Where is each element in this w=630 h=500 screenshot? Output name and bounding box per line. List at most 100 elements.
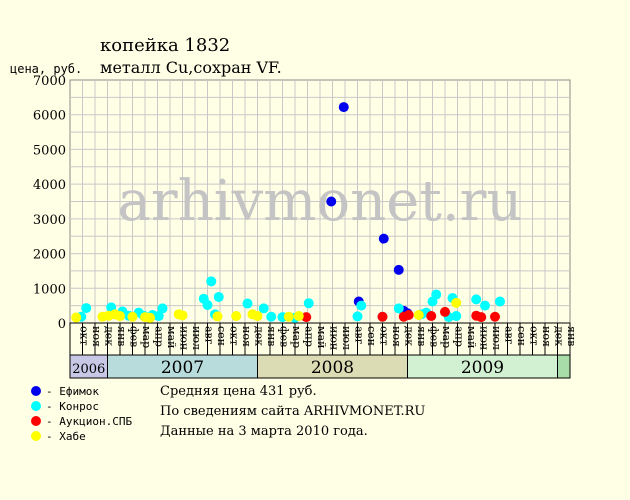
month-label: фев	[127, 326, 140, 347]
data-point	[352, 311, 363, 322]
data-point	[440, 306, 450, 317]
month-label: апр	[452, 326, 465, 347]
month-label: май	[165, 326, 178, 348]
month-label: окт	[527, 326, 540, 346]
data-point	[153, 311, 164, 322]
month-label: янв	[265, 326, 278, 346]
data-point	[413, 310, 424, 321]
source-text: По сведениям сайта ARHIVMONET.RU	[160, 404, 425, 419]
y-tick-label: 0	[58, 317, 66, 332]
month-label: июн	[477, 326, 490, 350]
month-label: янв	[565, 326, 578, 346]
year-label: 2008	[311, 358, 354, 378]
data-point	[258, 303, 269, 314]
month-label: авг	[352, 326, 365, 345]
data-point	[206, 276, 217, 287]
data-point	[301, 312, 312, 323]
month-label: ноя	[540, 326, 553, 347]
year-label: 2007	[161, 358, 204, 378]
data-point	[81, 303, 92, 314]
data-point	[71, 312, 82, 323]
y-tick-label: 4000	[33, 178, 66, 193]
legend-label: - Аукцион.СПБ	[46, 415, 132, 428]
month-label: сен	[215, 326, 228, 346]
data-point	[157, 303, 168, 314]
legend-marker	[31, 386, 41, 396]
data-point	[495, 296, 505, 307]
month-label: апр	[302, 326, 315, 347]
data-point	[378, 233, 389, 244]
data-point	[212, 311, 223, 322]
data-point	[127, 311, 138, 322]
month-label: июл	[490, 326, 503, 350]
data-point	[431, 289, 442, 300]
data-point	[326, 196, 337, 207]
chart-subtitle: металл Cu,сохран VF.	[100, 58, 282, 77]
data-point	[115, 311, 125, 322]
watermark: arhivmonet.ru	[118, 169, 523, 234]
data-point	[303, 298, 314, 309]
data-point	[356, 300, 367, 311]
data-point	[490, 311, 500, 322]
month-label: ноя	[240, 326, 253, 347]
data-point	[145, 312, 155, 323]
month-label: май	[465, 326, 478, 348]
y-axis-label: цена, руб.	[10, 62, 82, 76]
date-text: Данные на 3 марта 2010 года.	[160, 424, 368, 439]
y-tick-label: 1000	[33, 282, 66, 297]
month-label: окт	[227, 326, 240, 346]
data-point	[451, 311, 462, 322]
data-point	[213, 291, 224, 302]
month-label: июн	[177, 326, 190, 350]
data-point	[231, 311, 242, 322]
data-point	[266, 311, 277, 322]
month-label: мар	[140, 326, 153, 348]
month-label: фев	[277, 326, 290, 347]
data-point	[480, 300, 490, 311]
legend-marker	[31, 431, 41, 441]
month-label: май	[315, 326, 328, 348]
data-point	[177, 310, 188, 321]
month-label: мар	[440, 326, 453, 348]
year-label: 2006	[72, 362, 105, 377]
month-label: сен	[515, 326, 528, 346]
data-point	[393, 303, 404, 314]
data-point	[338, 102, 349, 113]
data-point	[283, 311, 294, 322]
month-label: окт	[377, 326, 390, 346]
chart-title: копейка 1832	[100, 35, 230, 56]
month-label: дек	[402, 326, 415, 346]
average-price-text: Средняя цена 431 руб.	[160, 384, 317, 399]
data-point	[451, 297, 462, 308]
y-tick-label: 2000	[33, 248, 66, 263]
legend-marker	[31, 401, 41, 411]
month-label: мар	[290, 326, 303, 348]
month-label: ноя	[390, 326, 403, 347]
legend-label: - Конрос	[46, 400, 99, 413]
y-tick-label: 7000	[33, 74, 66, 89]
data-point	[426, 311, 437, 322]
month-label: ноя	[90, 326, 103, 347]
data-point	[242, 298, 253, 309]
data-point	[471, 294, 482, 305]
month-label: июн	[327, 326, 340, 350]
data-point	[293, 311, 304, 322]
data-point	[202, 299, 213, 310]
month-label: дек	[552, 326, 565, 346]
month-label: янв	[415, 326, 428, 346]
y-tick-label: 5000	[33, 143, 66, 158]
y-tick-label: 6000	[33, 109, 66, 124]
month-label: авг	[502, 326, 515, 345]
month-label: фев	[427, 326, 440, 347]
legend-marker	[31, 416, 41, 426]
data-point	[476, 312, 487, 323]
month-label: сен	[365, 326, 378, 346]
legend-label: - Хабе	[46, 430, 86, 443]
year-label: 2009	[461, 358, 504, 378]
data-point	[252, 311, 263, 322]
data-point	[393, 264, 404, 275]
month-label: апр	[152, 326, 165, 347]
month-label: дек	[252, 326, 265, 346]
month-label: дек	[102, 326, 115, 346]
